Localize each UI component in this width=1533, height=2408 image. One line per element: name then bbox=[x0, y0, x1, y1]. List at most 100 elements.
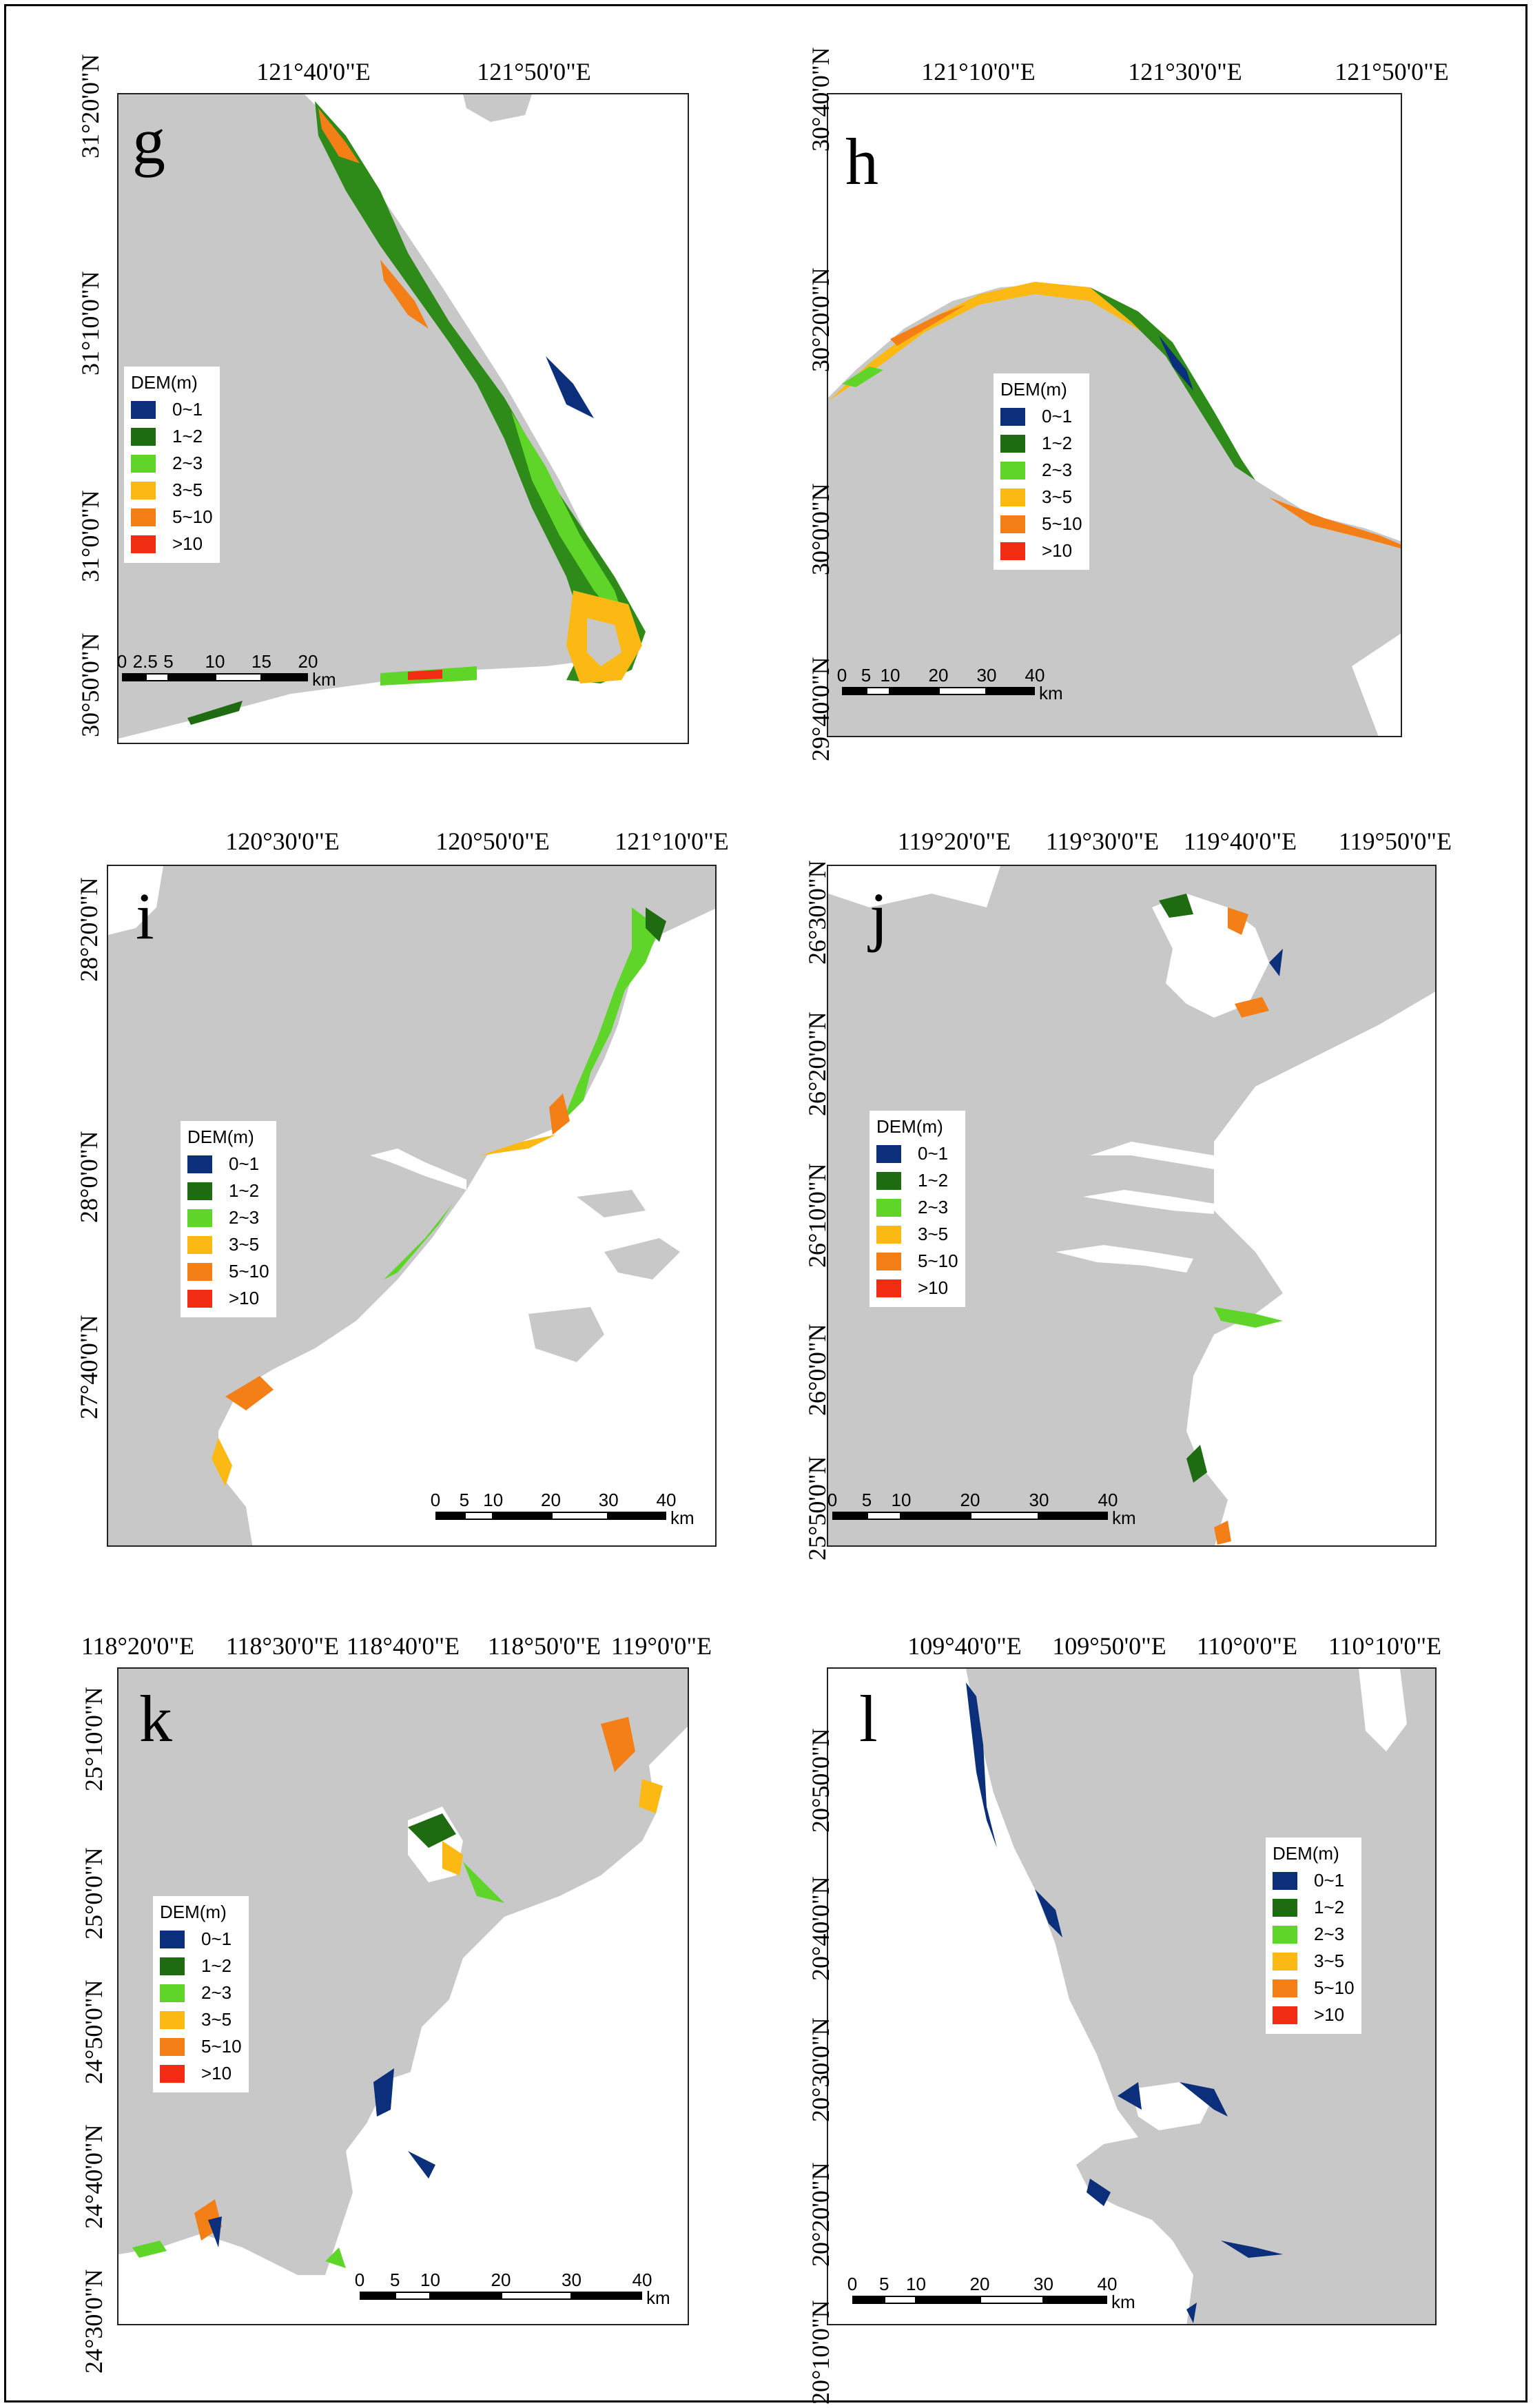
legend-label: 1~2 bbox=[1314, 1897, 1345, 1917]
legend: DEM(m) 0~1 1~2 2~3 3~5 5~10 >10 bbox=[870, 1111, 965, 1307]
legend-label: 1~2 bbox=[918, 1170, 949, 1191]
scale-tick-label: 5 bbox=[861, 1490, 872, 1510]
scale-tick-label: 0 bbox=[354, 2270, 365, 2290]
scale-segment bbox=[842, 687, 866, 695]
scale-tick-label: 40 bbox=[656, 1490, 677, 1510]
legend-item: 0~1 bbox=[876, 1140, 958, 1167]
lon-label: 119°30'0"E bbox=[1045, 827, 1160, 855]
lat-label: 20°40'0"N bbox=[807, 1876, 834, 1981]
legend-label: 3~5 bbox=[1314, 1951, 1345, 1971]
land-g bbox=[119, 94, 625, 739]
legend-label: 5~10 bbox=[229, 1261, 269, 1282]
lon-label: 119°0'0"E bbox=[610, 1632, 712, 1660]
map-g-graphic bbox=[119, 94, 646, 739]
scale-segment bbox=[884, 2296, 916, 2304]
scale-tick-label: 40 bbox=[1098, 1490, 1118, 1510]
scale-tick-label: 2.5 bbox=[132, 651, 158, 672]
scale-segment bbox=[987, 687, 1035, 695]
legend-label: 3~5 bbox=[918, 1224, 949, 1244]
legend-label: >10 bbox=[201, 2063, 232, 2083]
legend-label: 2~3 bbox=[172, 453, 203, 473]
scale-tick-label: 15 bbox=[251, 651, 271, 672]
scale-segment bbox=[901, 1512, 970, 1520]
legend-label: >10 bbox=[1314, 2004, 1345, 2025]
legend-label: 1~2 bbox=[201, 1955, 232, 1976]
scale-tick-label: 10 bbox=[880, 665, 901, 686]
lat-label: 25°50'0"N bbox=[803, 1456, 831, 1561]
legend: DEM(m) 0~1 1~2 2~3 3~5 5~10 >10 bbox=[1266, 1838, 1361, 2034]
legend-swatch bbox=[187, 1235, 212, 1254]
scale-tick-label: 20 bbox=[969, 2274, 990, 2294]
legend-label: 0~1 bbox=[1042, 406, 1073, 426]
legend-item: 2~3 bbox=[131, 450, 213, 477]
legend-swatch bbox=[1273, 1925, 1297, 1944]
legend-label: 3~5 bbox=[1042, 486, 1073, 507]
legend-item: 3~5 bbox=[1273, 1948, 1355, 1975]
legend-item: 3~5 bbox=[131, 477, 213, 504]
legend-label: 5~10 bbox=[172, 506, 213, 527]
map-j-graphic bbox=[828, 866, 1435, 1545]
legend-item: 2~3 bbox=[1000, 457, 1082, 484]
lon-label: 121°10'0"E bbox=[921, 58, 1036, 85]
scale-tick-label: 20 bbox=[298, 651, 318, 672]
panel-letter: k bbox=[139, 1682, 172, 1756]
scale-segment bbox=[1043, 2296, 1107, 2304]
scale-segment bbox=[970, 1512, 1039, 1520]
legend-item: 0~1 bbox=[131, 396, 213, 423]
legend-label: 5~10 bbox=[201, 2036, 242, 2057]
lat-label: 30°0'0"N bbox=[807, 483, 834, 575]
lon-label: 121°40'0"E bbox=[256, 58, 371, 85]
legend-swatch bbox=[876, 1279, 901, 1297]
scale-tick-label: 10 bbox=[205, 651, 225, 672]
map-g: g DEM(m) 0~1 1~2 2~3 3~5 5~10 >10 0 2.5 5 10 15 20… bbox=[117, 93, 689, 744]
legend-swatch bbox=[1273, 1979, 1297, 1997]
lat-label: 25°0'0"N bbox=[80, 1847, 107, 1939]
legend-label: 0~1 bbox=[229, 1153, 260, 1174]
scale-segment bbox=[464, 1512, 493, 1520]
scale-segment bbox=[435, 1512, 464, 1520]
legend-swatch bbox=[160, 1930, 185, 1948]
scale-tick-label: 20 bbox=[928, 665, 949, 686]
lon-label: 118°40'0"E bbox=[346, 1632, 460, 1660]
scale-segment bbox=[122, 673, 145, 681]
map-k: k DEM(m) 0~1 1~2 2~3 3~5 5~10 >10 0 5 10 20 30 40 k… bbox=[117, 1667, 689, 2325]
lat-label: 27°40'0"N bbox=[75, 1315, 103, 1419]
legend-item: 3~5 bbox=[876, 1221, 958, 1248]
scale-segment bbox=[916, 2296, 980, 2304]
lat-label: 31°20'0"N bbox=[76, 54, 104, 158]
legend: DEM(m) 0~1 1~2 2~3 3~5 5~10 >10 bbox=[994, 373, 1089, 570]
legend-item: >10 bbox=[131, 531, 213, 557]
scale-segment bbox=[145, 673, 169, 681]
legend-swatch bbox=[187, 1155, 212, 1173]
lat-label: 20°30'0"N bbox=[807, 2017, 834, 2122]
panel-letter: j bbox=[870, 879, 888, 953]
legend-swatch bbox=[1273, 1871, 1297, 1890]
lat-label: 20°50'0"N bbox=[807, 1728, 834, 1833]
scale-segment bbox=[608, 1512, 666, 1520]
land-j bbox=[828, 866, 1435, 1545]
legend-item: 5~10 bbox=[876, 1248, 958, 1275]
scale-tick-label: 10 bbox=[906, 2274, 926, 2294]
legend-swatch bbox=[160, 2010, 185, 2029]
legend-label: 1~2 bbox=[1042, 433, 1073, 453]
scale-segment bbox=[938, 687, 987, 695]
scale-unit: km bbox=[1111, 2292, 1135, 2312]
legend-item: 3~5 bbox=[160, 2006, 242, 2033]
legend-item: >10 bbox=[1273, 2001, 1355, 2028]
legend-swatch bbox=[1000, 461, 1025, 480]
legend-swatch bbox=[1000, 488, 1025, 506]
scale-tick-label: 5 bbox=[390, 2270, 400, 2290]
legend-title: DEM(m) bbox=[131, 372, 198, 393]
legend-label: 3~5 bbox=[172, 480, 203, 500]
scale-unit: km bbox=[312, 669, 336, 690]
lon-label: 118°30'0"E bbox=[225, 1632, 340, 1660]
legend-item: >10 bbox=[1000, 537, 1082, 564]
legend-swatch bbox=[131, 454, 156, 473]
legend-label: >10 bbox=[918, 1277, 949, 1298]
legend-swatch bbox=[160, 1957, 185, 1975]
scale-segment bbox=[395, 2292, 431, 2300]
legend-item: 1~2 bbox=[160, 1953, 242, 1979]
map-i-graphic bbox=[108, 866, 715, 1545]
lon-label: 119°50'0"E bbox=[1338, 827, 1452, 855]
scale-unit: km bbox=[1039, 683, 1063, 703]
